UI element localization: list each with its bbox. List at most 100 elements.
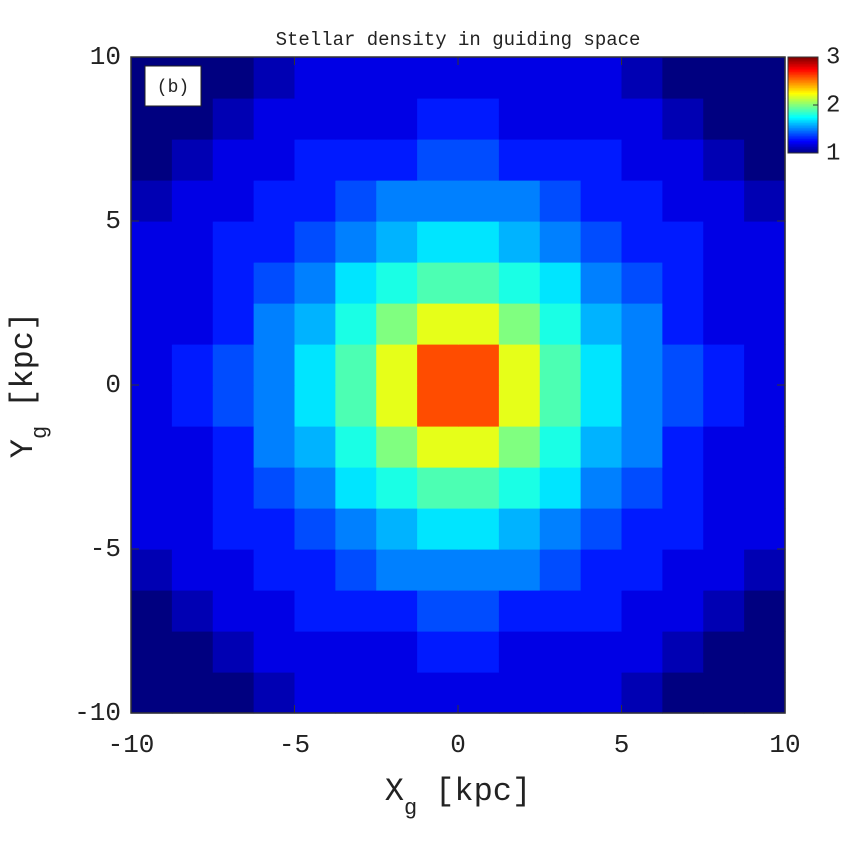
heatmap-cell	[539, 467, 582, 509]
heatmap-cell	[498, 549, 541, 591]
colorbar-segment	[788, 60, 818, 63]
heatmap-cell	[703, 344, 745, 386]
heatmap-cell	[131, 549, 173, 591]
colorbar-segment	[788, 125, 818, 128]
colorbar-segment	[788, 130, 818, 133]
heatmap-cell	[417, 385, 459, 427]
heatmap-cell	[294, 631, 336, 673]
heatmap-cell	[253, 590, 296, 632]
colorbar-segment	[788, 132, 818, 135]
heatmap-cell	[458, 549, 500, 591]
heatmap-cell	[458, 344, 500, 386]
heatmap-cell	[580, 98, 623, 140]
heatmap-cell	[539, 508, 582, 550]
heatmap-cell	[335, 631, 377, 673]
heatmap-cell	[212, 221, 255, 263]
heatmap-cell	[294, 467, 336, 509]
colorbar-segment	[788, 93, 818, 96]
heatmap-cell	[580, 262, 623, 304]
colorbar-segment	[788, 137, 818, 140]
heatmap-cell	[417, 508, 459, 550]
heatmap-cell	[212, 180, 255, 222]
heatmap-cell	[335, 303, 377, 345]
colorbar-segment	[788, 114, 818, 117]
heatmap-cell	[662, 385, 704, 427]
heatmap-cell	[131, 139, 173, 181]
heatmap-cell	[335, 139, 377, 181]
heatmap-cell	[376, 549, 418, 591]
heatmap-cell	[212, 631, 255, 673]
heatmap-cell	[212, 549, 255, 591]
heatmap-cell	[498, 672, 541, 714]
colorbar-segment	[788, 69, 818, 72]
colorbar-tick-label: 3	[826, 44, 840, 71]
colorbar-segment	[788, 73, 818, 76]
heatmap-cell	[376, 57, 418, 99]
heatmap-cell	[744, 508, 786, 550]
x-axis-label: Xg [kpc]	[385, 773, 531, 820]
heatmap-cell	[294, 221, 336, 263]
heatmap-cell	[417, 344, 459, 386]
heatmap-cell	[131, 590, 173, 632]
heatmap-cell	[253, 303, 296, 345]
colorbar-segment	[788, 116, 818, 119]
colorbar-segment	[788, 97, 818, 100]
colorbar-segment	[788, 149, 818, 152]
heatmap-cell	[253, 98, 296, 140]
heatmap-cell	[458, 180, 500, 222]
x-label-main: X	[385, 773, 404, 810]
heatmap-cell	[662, 672, 704, 714]
y-tick-label: 10	[90, 42, 121, 72]
heatmap-cell	[376, 98, 418, 140]
colorbar-segment	[788, 111, 818, 114]
colorbar-segment	[788, 98, 818, 101]
heatmap-cell	[417, 262, 459, 304]
colorbar-tick-label: 1	[826, 140, 840, 167]
heatmap-cell	[376, 221, 418, 263]
y-label-unit: [kpc]	[5, 312, 42, 408]
heatmap-cell	[703, 221, 745, 263]
heatmap-cell	[171, 631, 214, 673]
heatmap-cell	[744, 303, 786, 345]
heatmap-cell	[621, 303, 663, 345]
colorbar-segment	[788, 100, 818, 103]
heatmap-cell	[662, 426, 704, 468]
heatmap-cell	[376, 631, 418, 673]
colorbar-segment	[788, 74, 818, 77]
heatmap-cell	[703, 98, 745, 140]
heatmap-cell	[703, 385, 745, 427]
colorbar-segment	[788, 82, 818, 85]
heatmap-cell	[458, 672, 500, 714]
heatmap-cell	[171, 344, 214, 386]
heatmap-cell	[376, 590, 418, 632]
heatmap-cell	[580, 672, 623, 714]
heatmap-cell	[621, 98, 663, 140]
heatmap-cell	[580, 631, 623, 673]
heatmap-cell	[417, 57, 459, 99]
heatmap-cell	[580, 385, 623, 427]
heatmap-cell	[539, 98, 582, 140]
heatmap-cell	[703, 631, 745, 673]
heatmap-cell	[498, 385, 541, 427]
heatmap-cell	[131, 303, 173, 345]
heatmap-cell	[131, 385, 173, 427]
colorbar-segment	[788, 81, 818, 84]
y-axis-label: Yg [kpc]	[5, 312, 52, 458]
heatmap-cell	[253, 57, 296, 99]
colorbar-segment	[788, 141, 818, 144]
heatmap-cell	[539, 672, 582, 714]
colorbar-segment	[788, 57, 818, 60]
colorbar-segment	[788, 109, 818, 112]
heatmap-cell	[131, 221, 173, 263]
heatmap-cell	[498, 344, 541, 386]
heatmap-cell	[294, 180, 336, 222]
heatmap-cell	[498, 508, 541, 550]
heatmap-cell	[662, 303, 704, 345]
heatmap-cell	[662, 180, 704, 222]
annotation: (b)	[157, 78, 189, 98]
heatmap-cell	[703, 590, 745, 632]
heatmap-cell	[131, 631, 173, 673]
colorbar-segment	[788, 71, 818, 74]
heatmap-cell	[498, 590, 541, 632]
heatmap-cell	[703, 467, 745, 509]
